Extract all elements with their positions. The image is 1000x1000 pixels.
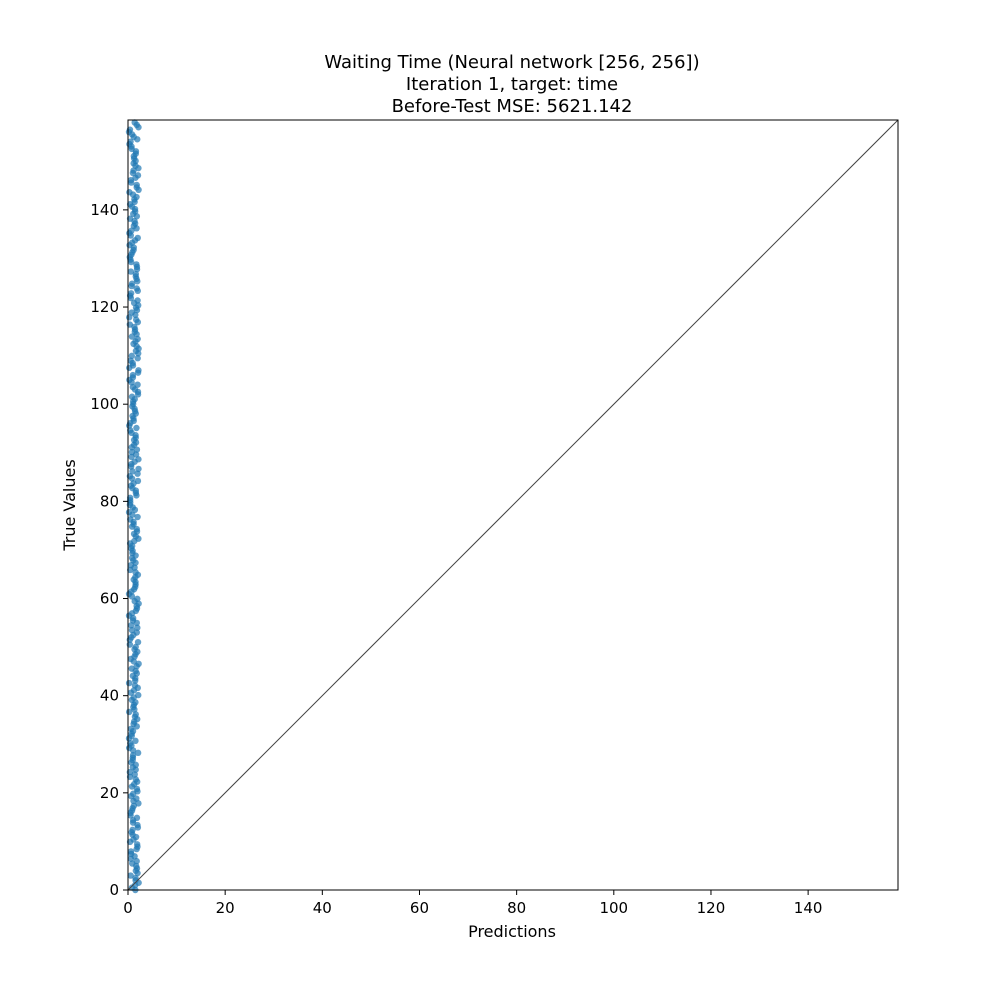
y-axis-label: True Values	[60, 459, 79, 551]
scatter-point	[131, 682, 139, 689]
identity-reference-line	[127, 119, 899, 891]
scatter-point	[128, 352, 136, 360]
scatter-point	[127, 138, 134, 145]
plot-area-frame	[127, 119, 899, 891]
scatter-point	[128, 227, 135, 234]
scatter-point	[131, 119, 138, 126]
scatter-point	[133, 285, 140, 292]
y-tick-label: 100	[90, 395, 119, 413]
scatter-point	[133, 814, 141, 822]
scatter-point	[133, 857, 140, 865]
scatter-point	[134, 234, 141, 242]
y-axis-ticks: 0 20 40 60 80 100 120 140	[90, 201, 128, 899]
x-tick-label: 60	[410, 899, 429, 917]
scatter-point	[135, 660, 142, 668]
scatter-point	[129, 826, 136, 834]
scatter-point	[134, 172, 142, 179]
scatter-point	[125, 679, 133, 687]
scatter-point	[132, 737, 139, 745]
scatter-point	[128, 309, 135, 316]
scatter-point	[126, 494, 134, 501]
y-tick-label: 120	[90, 298, 119, 316]
title-line-2: Iteration 1, target: time	[406, 74, 618, 95]
y-tick-label: 60	[100, 590, 119, 608]
scatter-point	[135, 691, 142, 699]
y-tick-label: 20	[100, 784, 119, 802]
scatter-point	[129, 371, 137, 379]
scatter-point	[128, 393, 136, 400]
scatter-point	[133, 795, 140, 802]
x-tick-label: 100	[599, 899, 628, 917]
scatter-point	[133, 841, 141, 848]
scatter-point	[135, 465, 142, 473]
x-tick-label: 20	[216, 899, 235, 917]
x-axis-label: Predictions	[468, 922, 556, 941]
scatter-point	[128, 622, 135, 629]
scatter-point	[127, 740, 134, 747]
scatter-point	[134, 355, 141, 362]
scatter-point	[133, 785, 141, 793]
x-tick-label: 120	[697, 899, 726, 917]
scatter-point	[128, 448, 136, 456]
scatter-point	[134, 595, 141, 603]
scatter-point	[134, 749, 142, 757]
title-line-1: Waiting Time (Neural network [256, 256])	[324, 52, 699, 73]
x-axis-ticks: 0 20 40 60 80 100 120 140	[123, 890, 822, 917]
scatter-point	[132, 874, 139, 882]
scatter-point	[133, 629, 140, 636]
x-tick-label: 0	[123, 899, 133, 917]
scatter-point	[134, 638, 142, 646]
scatter-point	[132, 643, 139, 651]
scatter-point	[129, 468, 136, 475]
title-line-3: Before-Test MSE: 5621.142	[392, 96, 633, 117]
x-tick-label: 140	[794, 899, 823, 917]
scatter-point	[134, 297, 141, 304]
scatter-point	[134, 513, 141, 521]
scatter-point	[134, 624, 141, 631]
scatter-point	[129, 752, 137, 759]
scatter-point	[126, 189, 133, 196]
scatter-point	[125, 509, 133, 516]
scatter-point	[127, 516, 134, 523]
scatter-point	[132, 270, 140, 278]
scatter-point	[134, 477, 142, 485]
scatter-point	[132, 776, 139, 783]
scatter-point	[132, 569, 139, 576]
scatter-point	[133, 181, 140, 189]
scatter-points	[125, 119, 142, 894]
y-tick-label: 140	[90, 201, 119, 219]
scatter-point	[127, 268, 135, 275]
y-tick-label: 0	[109, 881, 119, 899]
x-tick-label: 40	[313, 899, 332, 917]
chart-title: Waiting Time (Neural network [256, 256])…	[324, 52, 699, 117]
scatter-point	[127, 872, 134, 879]
scatter-point	[134, 335, 141, 343]
scatter-point	[131, 771, 138, 778]
scatter-point	[133, 316, 140, 323]
scatter-point	[133, 446, 141, 453]
scatter-point	[135, 800, 142, 807]
scatter-point	[134, 470, 141, 477]
scatter-point	[133, 261, 140, 268]
scatter-point	[128, 665, 135, 672]
scatter-point	[127, 290, 135, 297]
y-tick-label: 40	[100, 687, 119, 705]
scatter-point	[127, 848, 135, 855]
scatter-point	[127, 357, 134, 364]
scatter-point	[130, 167, 137, 174]
x-tick-label: 80	[507, 899, 526, 917]
scatter-point	[135, 456, 142, 463]
scatter-point	[135, 367, 142, 374]
scatter-point	[127, 725, 135, 732]
scatter-point	[134, 381, 141, 388]
scatter-point	[128, 626, 136, 634]
scatter-point	[127, 427, 134, 434]
scatter-point	[132, 711, 139, 718]
scatter-point	[128, 280, 136, 287]
y-tick-label: 80	[100, 492, 119, 510]
scatter-point	[133, 424, 140, 432]
